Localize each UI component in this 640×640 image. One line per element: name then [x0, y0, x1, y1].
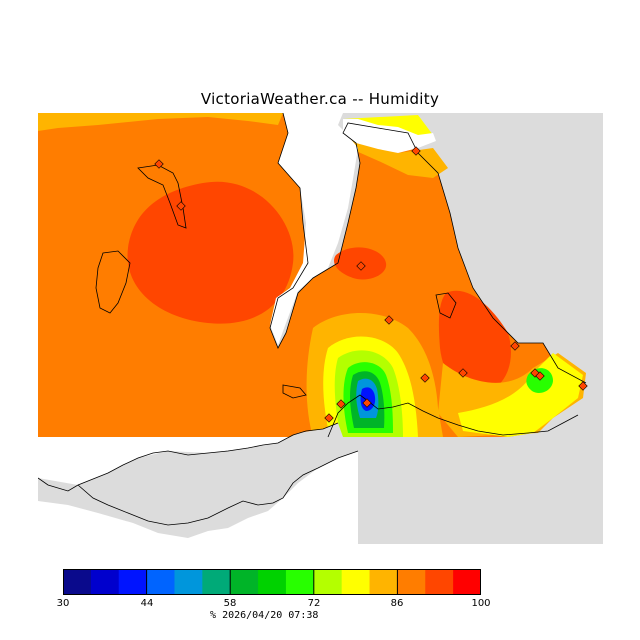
- island-inlet: [435, 292, 457, 319]
- colorbar-tick-86: 86: [390, 598, 404, 609]
- humidity-map-canvas: [38, 113, 603, 544]
- map-title: VictoriaWeather.ca -- Humidity: [200, 90, 440, 108]
- colorbar-tick-44: 44: [140, 598, 154, 609]
- colorbar-swatch: [118, 569, 148, 595]
- humidity-map: [38, 113, 603, 544]
- colorbar-tick-72: 72: [307, 598, 321, 609]
- colorbar-border: [63, 569, 481, 595]
- station-marker[interactable]: [336, 399, 346, 409]
- humidity-colorbar: [63, 569, 481, 595]
- station-marker[interactable]: [384, 315, 394, 325]
- colorbar-swatch: [341, 569, 371, 595]
- island-north: [137, 164, 187, 229]
- station-marker[interactable]: [324, 413, 334, 423]
- island-west: [95, 250, 131, 314]
- island-small: [282, 384, 307, 399]
- colorbar-swatch: [285, 569, 315, 595]
- colorbar-swatch: [230, 569, 259, 595]
- humidity-field-redorange-west: [127, 181, 294, 324]
- colorbar-caption: % 2026/04/20 07:38: [210, 610, 318, 621]
- water-channel-east: [343, 119, 436, 153]
- station-marker[interactable]: [578, 381, 588, 391]
- colorbar-swatch: [369, 569, 398, 595]
- colorbar-swatch: [313, 569, 343, 595]
- colorbar-tick-58: 58: [223, 598, 237, 609]
- humidity-field-amber-nw: [38, 113, 283, 131]
- station-marker[interactable]: [411, 146, 421, 156]
- colorbar-swatch: [146, 569, 175, 595]
- station-marker[interactable]: [176, 201, 186, 211]
- station-marker[interactable]: [356, 261, 366, 271]
- coastline-south-island: [327, 394, 579, 438]
- colorbar-swatch: [453, 569, 481, 595]
- unit-label: %: [210, 610, 217, 621]
- colorbar-tick-100: 100: [471, 598, 491, 609]
- station-marker[interactable]: [510, 341, 520, 351]
- southern-coast-inner: [77, 450, 359, 526]
- colorbar-swatch: [63, 569, 92, 595]
- timestamp: 2026/04/20 07:38: [222, 610, 319, 621]
- colorbar-tick-30: 30: [56, 598, 70, 609]
- station-marker[interactable]: [362, 398, 372, 408]
- station-marker[interactable]: [535, 371, 545, 381]
- colorbar-swatch: [258, 569, 287, 595]
- coastline-north: [269, 113, 587, 384]
- colorbar-swatch: [174, 569, 203, 595]
- colorbar-swatch: [90, 569, 120, 595]
- station-markers: [154, 146, 588, 423]
- southern-shoreline: [38, 422, 339, 492]
- colorbar-swatch: [425, 569, 454, 595]
- humidity-field-yellow-southeast: [458, 353, 583, 437]
- station-marker[interactable]: [154, 159, 164, 169]
- colorbar-swatch: [202, 569, 231, 595]
- humidity-field-redorange-east: [438, 290, 511, 394]
- station-marker[interactable]: [458, 368, 468, 378]
- station-marker[interactable]: [420, 373, 430, 383]
- colorbar-swatch: [397, 569, 426, 595]
- water-channel-north: [270, 113, 358, 345]
